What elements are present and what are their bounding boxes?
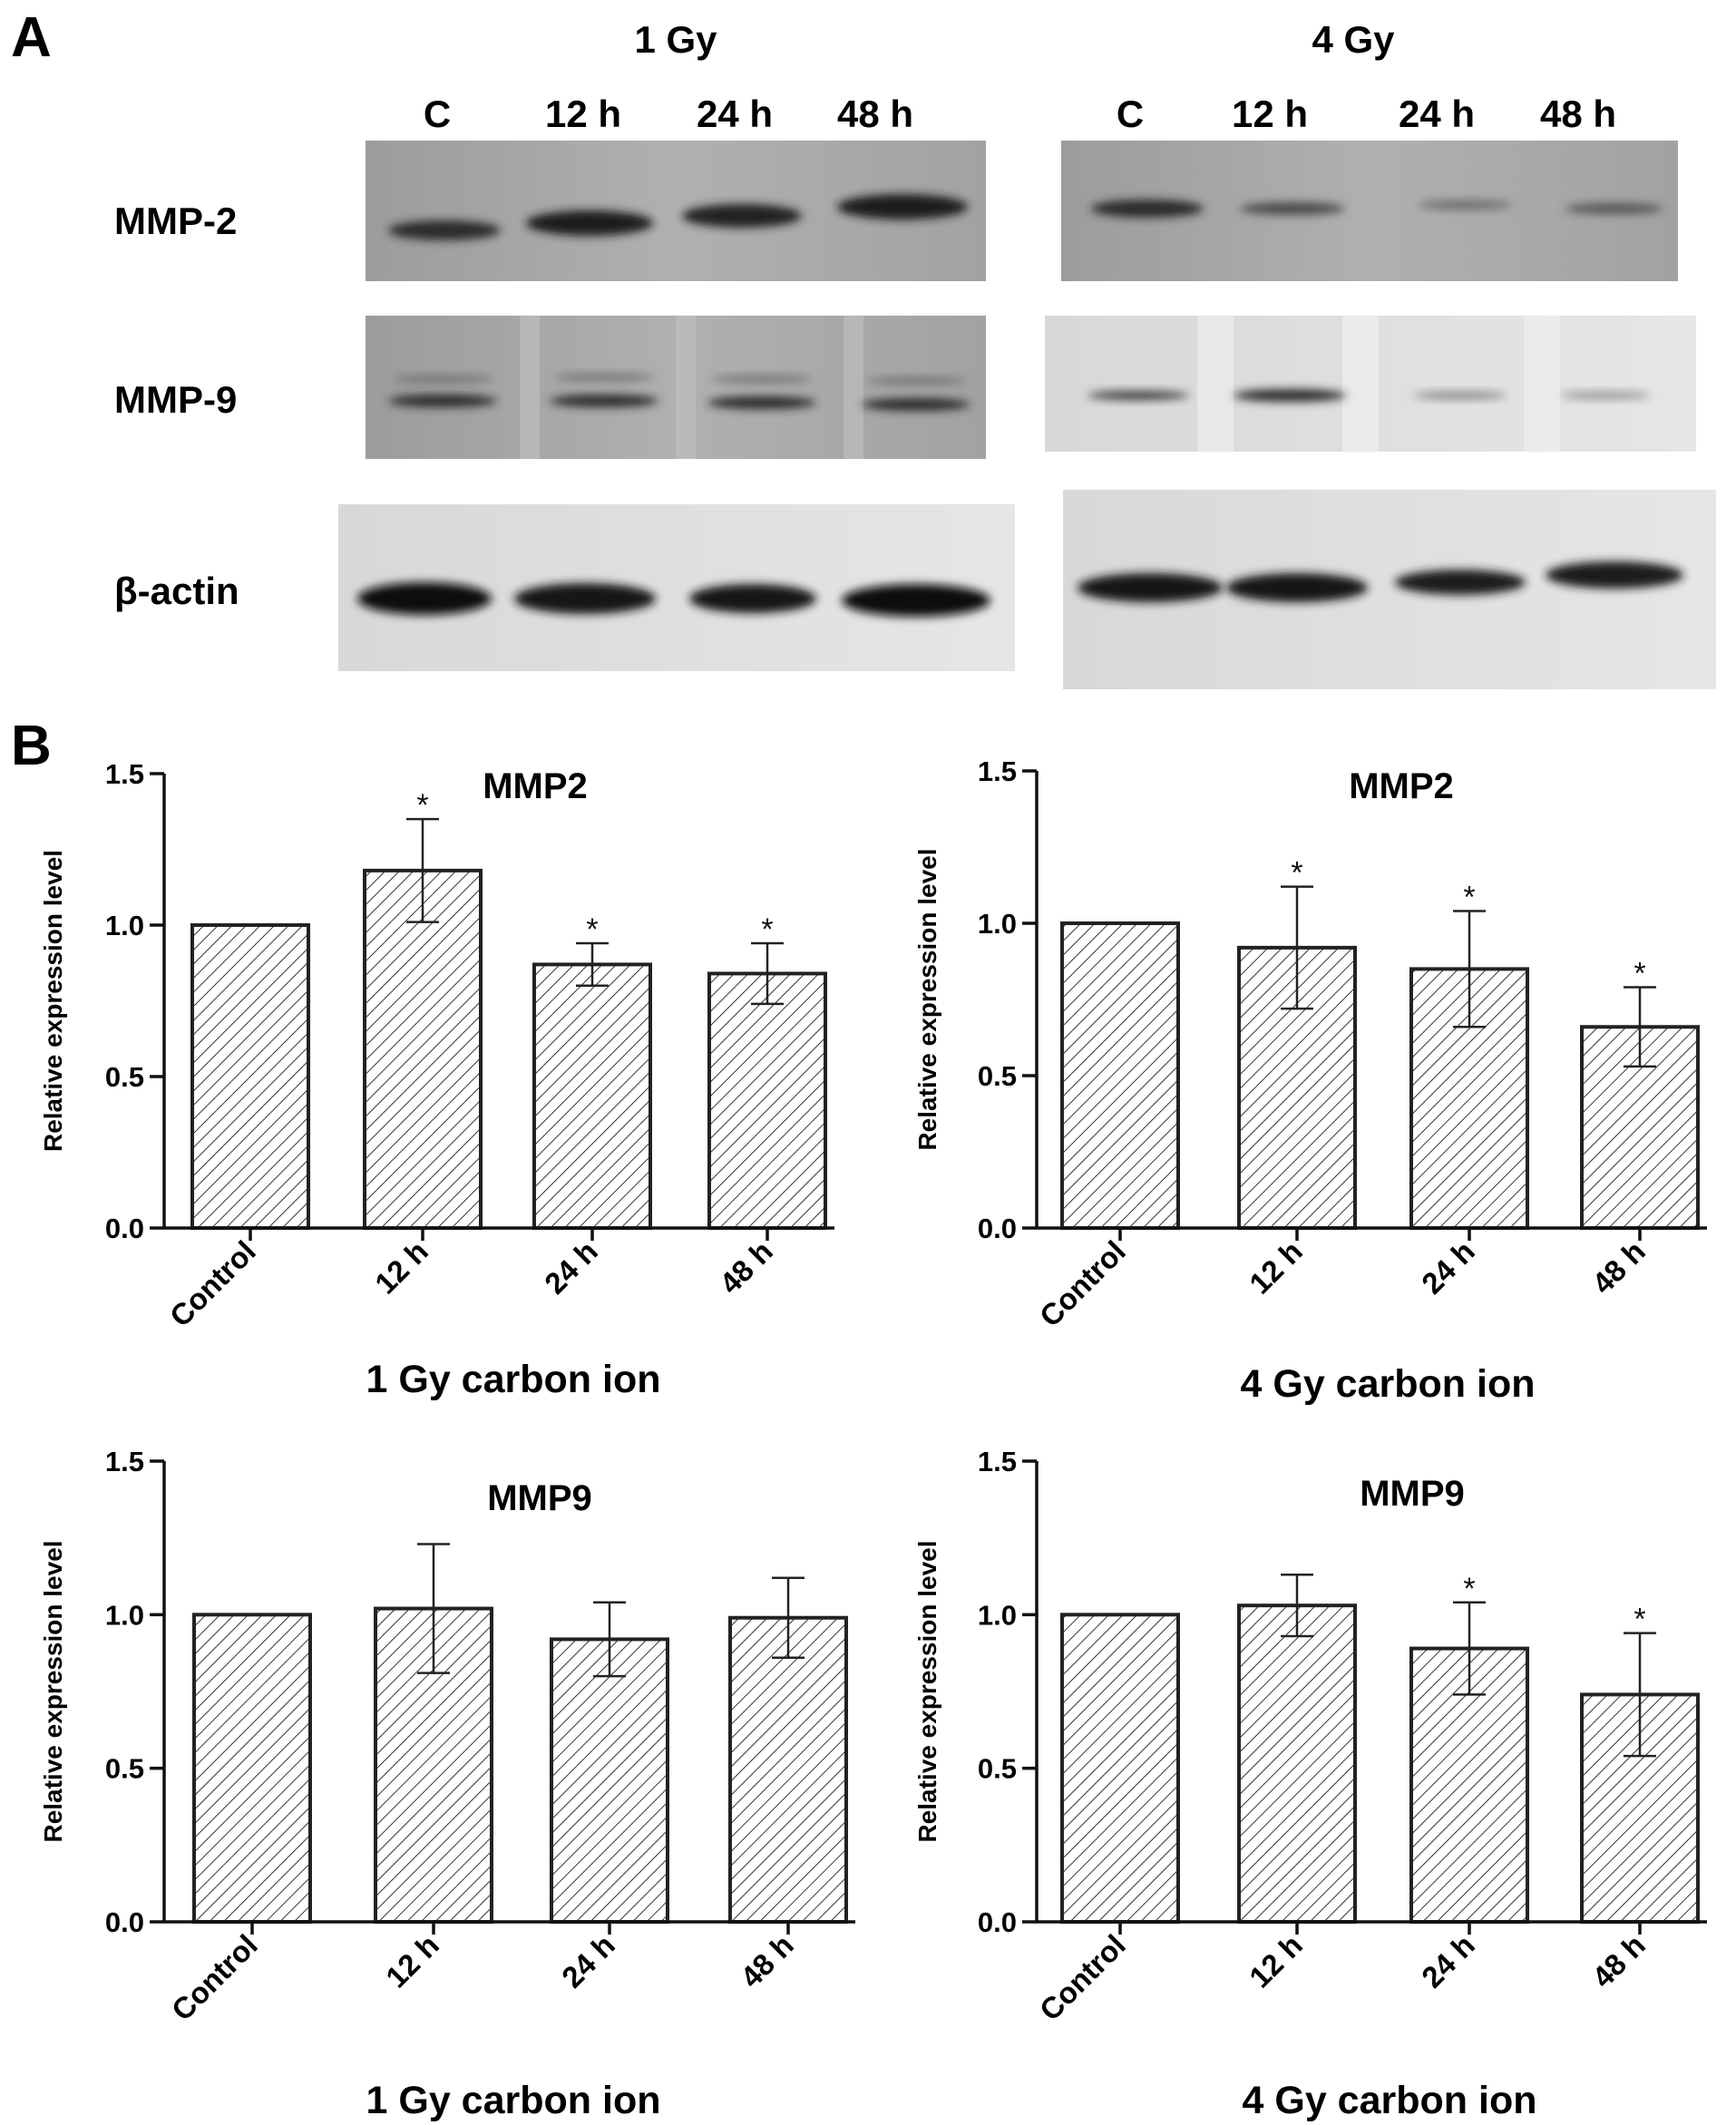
bar — [728, 1615, 848, 1924]
y-tick-label: 1.0 — [978, 908, 1017, 940]
lane-label: C — [424, 93, 451, 135]
chart-title: MMP9 — [1360, 1474, 1465, 1514]
x-tick-label: 24 h — [1415, 1928, 1481, 1994]
lane-label: 24 h — [1399, 93, 1475, 135]
bar — [532, 962, 652, 1231]
bar — [190, 923, 310, 1230]
y-tick-label: 1.0 — [105, 910, 144, 941]
bar-chart-1: * * * 0.0 0.5 1.0 1.5 Control 12 h 24 h 48 h MMP2 1 … — [39, 758, 834, 1401]
y-tick-label: 0.0 — [105, 1213, 144, 1244]
x-tick-label: 48 h — [734, 1928, 800, 1994]
x-tick-label: 24 h — [1415, 1234, 1481, 1301]
panel-a-label: A — [11, 6, 52, 69]
x-axis-label: 4 Gy carbon ion — [1243, 2079, 1537, 2122]
x-tick-label: 48 h — [713, 1234, 779, 1301]
x-axis-label: 1 Gy carbon ion — [366, 2079, 661, 2122]
x-tick-label: Control — [1033, 1928, 1132, 2027]
significance-marker: * — [586, 912, 598, 947]
blot-image-4gy — [1045, 141, 1716, 689]
bar — [192, 1613, 312, 1925]
blot-group-title-1gy: 1 Gy — [634, 18, 717, 61]
significance-marker: * — [416, 788, 428, 823]
y-tick-label: 0.0 — [978, 1906, 1017, 1938]
bar-chart-2: * * * 0.0 0.5 1.0 1.5 Control 12 h 24 h 48 h MMP2 4 … — [913, 755, 1707, 1406]
bar — [363, 868, 483, 1230]
significance-marker: * — [1463, 881, 1475, 915]
x-tick-label: 12 h — [368, 1234, 434, 1301]
lane-label: 24 h — [697, 93, 773, 135]
x-axis-label: 1 Gy carbon ion — [366, 1358, 661, 1401]
bar-chart-4: * * 0.0 0.5 1.0 1.5 Control 12 h 24 h 48 h MMP9 4 G… — [913, 1446, 1707, 2122]
y-tick-label: 1.5 — [105, 1446, 144, 1477]
y-axis-label: Relative expression level — [913, 848, 941, 1150]
y-tick-label: 1.5 — [978, 755, 1017, 787]
blot-row-label-mmp2: MMP-2 — [114, 200, 237, 242]
y-tick-label: 0.0 — [105, 1906, 144, 1938]
x-tick-label: 12 h — [1243, 1234, 1309, 1301]
chart-title: MMP9 — [487, 1478, 592, 1518]
bar — [1060, 921, 1180, 1230]
y-tick-label: 1.5 — [978, 1446, 1017, 1477]
x-tick-label: 48 h — [1585, 1928, 1652, 1994]
significance-marker: * — [1634, 957, 1645, 991]
blot-row-label-mmp9: MMP-9 — [114, 378, 237, 421]
bar-charts: * * * 0.0 0.5 1.0 1.5 Control 12 h 24 h 48 h MMP2 1 … — [39, 755, 1707, 2122]
significance-marker: * — [761, 912, 773, 947]
y-axis-label: Relative expression level — [913, 1540, 941, 1842]
x-axis-label: 4 Gy carbon ion — [1241, 1362, 1536, 1406]
bar — [707, 971, 827, 1230]
x-tick-label: 12 h — [1243, 1928, 1309, 1994]
chart-title: MMP2 — [483, 766, 588, 806]
bar — [1237, 1603, 1357, 1924]
y-tick-label: 0.0 — [978, 1213, 1017, 1244]
x-tick-label: Control — [163, 1234, 262, 1333]
x-tick-label: 12 h — [379, 1928, 445, 1994]
blot-row-label-actin: β-actin — [114, 570, 239, 612]
panel-b-label: B — [11, 715, 52, 777]
lane-label: 48 h — [1540, 93, 1616, 135]
x-tick-label: Control — [1033, 1234, 1132, 1333]
y-tick-label: 0.5 — [978, 1753, 1017, 1785]
blot-image-1gy — [338, 141, 1015, 671]
bar — [1060, 1613, 1180, 1925]
significance-marker: * — [1463, 1572, 1475, 1606]
x-tick-label: 48 h — [1585, 1234, 1652, 1301]
lane-label: 12 h — [545, 93, 621, 135]
x-tick-label: 24 h — [555, 1928, 621, 1994]
bar — [550, 1637, 669, 1924]
significance-marker: * — [1634, 1603, 1645, 1637]
y-tick-label: 0.5 — [978, 1060, 1017, 1092]
bar-chart-3: 0.0 0.5 1.0 1.5 Control 12 h 24 h 48 h MMP9 1 Gy … — [39, 1446, 855, 2122]
significance-marker: * — [1291, 856, 1302, 891]
lane-label: C — [1117, 93, 1144, 135]
y-axis-label: Relative expression level — [39, 850, 67, 1152]
x-tick-label: 24 h — [538, 1234, 604, 1301]
y-tick-label: 0.5 — [105, 1753, 144, 1785]
y-tick-label: 1.0 — [105, 1599, 144, 1631]
chart-title: MMP2 — [1349, 766, 1454, 806]
lane-label: 12 h — [1232, 93, 1308, 135]
y-tick-label: 1.5 — [105, 758, 144, 790]
y-axis-label: Relative expression level — [39, 1540, 67, 1842]
blot-group-title-4gy: 4 Gy — [1312, 18, 1395, 61]
lane-label: 48 h — [837, 93, 913, 135]
x-tick-label: Control — [165, 1928, 264, 2027]
y-tick-label: 1.0 — [978, 1599, 1017, 1631]
y-tick-label: 0.5 — [105, 1061, 144, 1093]
